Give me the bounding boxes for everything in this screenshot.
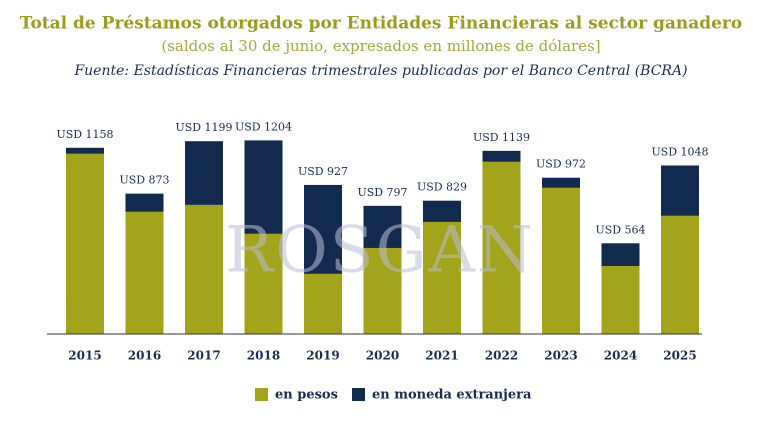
bar-segment	[185, 204, 223, 334]
legend-label: en moneda extranjera	[372, 388, 532, 403]
x-tick-label: 2023	[544, 349, 577, 363]
x-tick-label: 2019	[306, 349, 339, 363]
x-tick-label: 2016	[128, 349, 161, 363]
bar-segment	[423, 200, 461, 222]
bar-segment	[363, 247, 402, 334]
total-label: USD 797	[357, 186, 407, 199]
chart-title: Total de Préstamos otorgados por Entidad…	[20, 14, 742, 34]
bar-segment	[482, 161, 521, 334]
x-tick-label: 2020	[366, 349, 399, 363]
total-label: USD 1158	[56, 128, 113, 141]
total-label: USD 927	[298, 165, 348, 178]
x-tick-label: 2021	[425, 349, 458, 363]
watermark: ROSGAN	[225, 214, 535, 288]
bar-segment	[601, 265, 640, 334]
x-tick-label: 2017	[187, 349, 220, 363]
legend-swatch	[352, 388, 365, 401]
total-label: USD 1139	[473, 131, 530, 144]
bar-segment	[363, 205, 402, 248]
total-label: USD 564	[595, 223, 645, 236]
bar-segment	[125, 211, 164, 334]
total-label: USD 1199	[175, 121, 232, 134]
bar-segment	[244, 233, 283, 334]
total-label: USD 873	[119, 174, 169, 187]
bar-segment	[601, 243, 640, 266]
x-tick-label: 2024	[604, 349, 637, 363]
bar-segment	[423, 221, 461, 334]
bar-segment	[482, 150, 521, 162]
bar-segment	[244, 140, 283, 234]
bar-segment	[661, 215, 699, 334]
chart-subtitle: (saldos al 30 de junio, expresados en mi…	[161, 37, 600, 55]
legend-swatch	[255, 388, 268, 401]
total-label: USD 829	[417, 181, 467, 194]
total-label: USD 1204	[235, 120, 292, 133]
bar-segment	[542, 177, 580, 188]
bar-segment	[304, 184, 342, 274]
total-label: USD 972	[536, 158, 586, 171]
bar-segment	[304, 273, 342, 334]
bar-segment	[66, 153, 104, 334]
bar-segment	[66, 147, 104, 154]
x-tick-label: 2025	[663, 349, 696, 363]
legend-label: en pesos	[275, 388, 338, 403]
chart-source: Fuente: Estadísticas Financieras trimest…	[73, 63, 687, 79]
bar-segment	[185, 141, 223, 205]
x-tick-label: 2018	[247, 349, 280, 363]
x-tick-label: 2015	[68, 349, 101, 363]
plot	[66, 140, 699, 334]
x-tick-label: 2022	[485, 349, 518, 363]
bar-segment	[661, 165, 699, 216]
bar-segment	[542, 187, 580, 334]
total-label: USD 1048	[651, 145, 708, 158]
bar-segment	[125, 193, 164, 212]
